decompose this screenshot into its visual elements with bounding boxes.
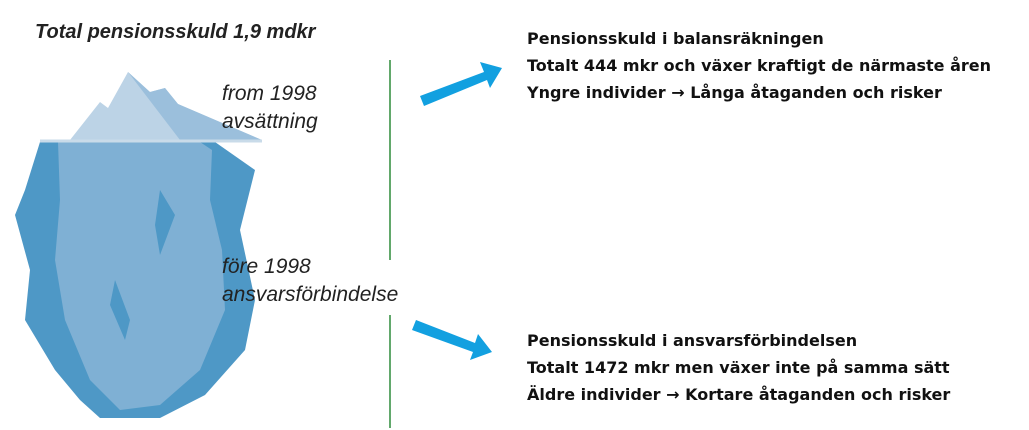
slide: Total pensionsskuld 1,9 mdkr from 1998 a…: [0, 0, 1029, 430]
block-line: Yngre individer → Långa åtaganden och ri…: [526, 83, 942, 102]
block-line: Pensionsskuld i balansräkningen: [527, 29, 824, 48]
label: from 1998: [222, 82, 317, 105]
arrow: [412, 320, 492, 360]
block-line: Pensionsskuld i ansvarsförbindelsen: [527, 331, 857, 350]
label: före 1998: [222, 255, 311, 278]
label: ansvarsförbindelse: [222, 283, 398, 306]
arrow: [420, 62, 502, 106]
block-line: Äldre individer → Kortare åtaganden och …: [527, 385, 950, 404]
label: avsättning: [222, 110, 318, 133]
block-line: Totalt 444 mkr och växer kraftigt de när…: [527, 56, 991, 75]
title: Total pensionsskuld 1,9 mdkr: [35, 21, 317, 43]
block-line: Totalt 1472 mkr men växer inte på samma …: [527, 358, 950, 377]
